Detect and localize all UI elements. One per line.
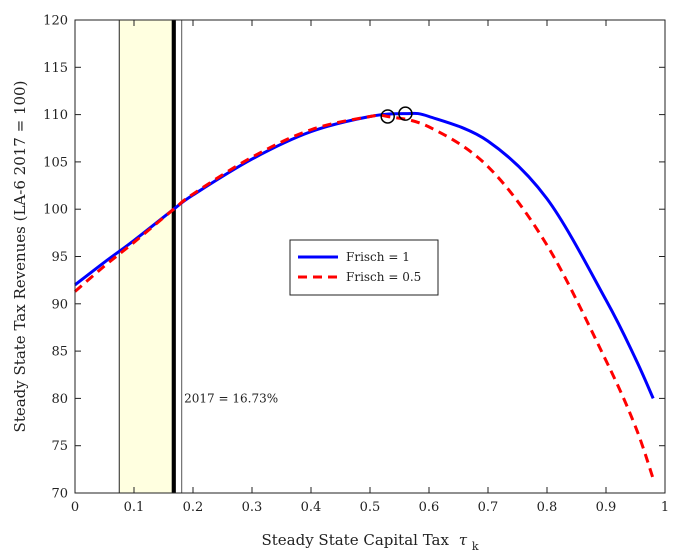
x-tick-label: 0.7: [478, 500, 499, 515]
legend-box: [289, 239, 439, 296]
y-tick-label: 75: [51, 439, 68, 454]
x-tick-label: 0.6: [419, 500, 440, 515]
x-axis-label: Steady State Capital Tax τ k: [261, 531, 478, 553]
x-tick-label: 0.5: [360, 500, 381, 515]
peak-marker-1: [398, 106, 413, 121]
shaded-band: [118, 19, 176, 494]
axis-ticks: [74, 19, 666, 494]
series-line-0: [74, 111, 655, 400]
x-axis-label-text: Steady State Capital Tax: [261, 531, 449, 549]
peak-marker-0: [380, 109, 395, 124]
y-tick-label: 100: [43, 203, 68, 218]
x-tick-label: 0.1: [124, 500, 145, 515]
y-axis-label: Steady State Tax Revenues (LA-6 2017 = 1…: [11, 81, 29, 433]
series-line-1: [74, 113, 655, 480]
x-tick-label: 0.4: [301, 500, 322, 515]
x-tick-label: 0.8: [537, 500, 558, 515]
y-tick-label: 120: [43, 14, 68, 29]
year-marker-line: [171, 20, 183, 493]
x-tick-label: 0: [71, 500, 79, 515]
legend-label-frisch-1: Frisch = 1: [346, 250, 410, 264]
x-tick-labels: 0 0.1 0.2 0.3 0.4 0.5 0.6 0.7 0.8 0.9 1: [71, 500, 669, 515]
shaded-band-rect: [118, 19, 176, 494]
x-tick-label: 1: [661, 500, 669, 515]
y-tick-label: 70: [51, 487, 68, 502]
y-tick-label: 110: [43, 108, 68, 123]
year-marker-bar: [171, 20, 176, 493]
legend-label-frisch-0-5: Frisch = 0.5: [346, 270, 421, 284]
x-axis-label-symbol: τ: [459, 531, 468, 549]
y-tick-label: 85: [51, 345, 68, 360]
y-tick-label: 90: [51, 297, 68, 312]
x-tick-label: 0.3: [242, 500, 263, 515]
series-lines: [74, 111, 655, 480]
peak-markers: [380, 106, 413, 124]
y-tick-label: 105: [43, 155, 68, 170]
x-tick-label: 0.9: [596, 500, 617, 515]
y-tick-label: 115: [43, 61, 68, 76]
x-axis-label-subscript: k: [472, 540, 479, 553]
annotation-2017: 2017 = 16.73%: [184, 391, 278, 405]
y-tick-label: 80: [51, 392, 68, 407]
y-tick-label: 95: [51, 250, 68, 265]
x-tick-label: 0.2: [183, 500, 204, 515]
legend: Frisch = 1 Frisch = 0.5: [289, 239, 439, 296]
y-tick-labels: 70 75 80 85 90 95 100 105 110 115 120: [43, 14, 68, 502]
